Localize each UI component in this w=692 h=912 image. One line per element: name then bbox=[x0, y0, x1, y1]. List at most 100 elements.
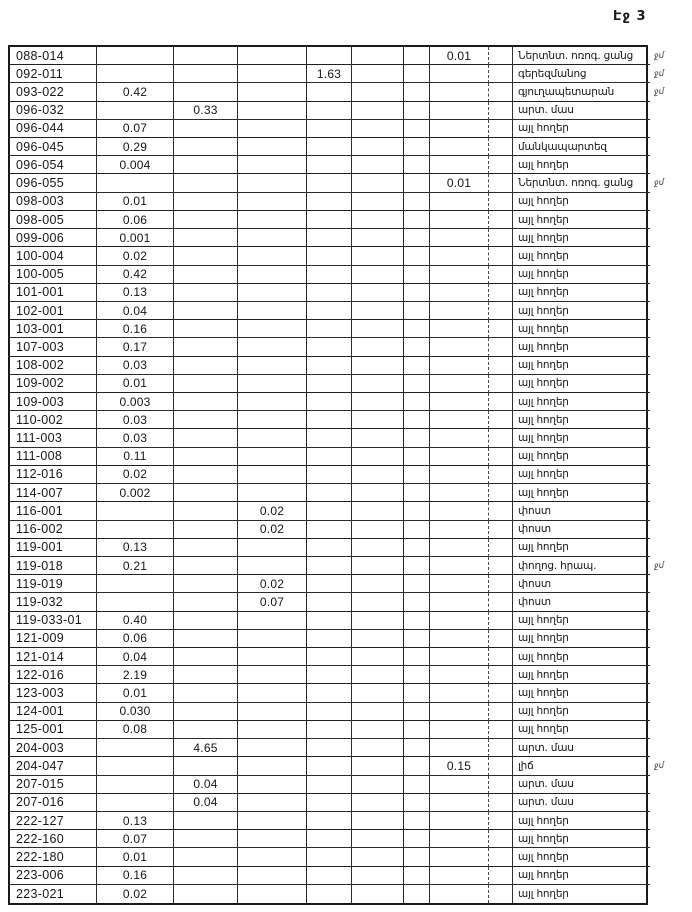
value-cell bbox=[174, 720, 238, 740]
value-cell bbox=[174, 648, 238, 667]
value-cell bbox=[489, 502, 513, 521]
value-cell bbox=[489, 374, 513, 394]
value-cell bbox=[489, 775, 513, 794]
value-cell bbox=[404, 575, 430, 594]
land-use-label-cell: այլ հողեր bbox=[513, 648, 650, 667]
value-cell bbox=[404, 47, 430, 66]
parcel-code-cell: 096-032 bbox=[10, 101, 97, 120]
value-cell bbox=[352, 848, 404, 867]
value-cell bbox=[489, 684, 513, 703]
value-cell: 0.11 bbox=[97, 447, 174, 466]
value-cell bbox=[430, 629, 489, 649]
parcel-code-cell: 223-006 bbox=[10, 866, 97, 885]
value-cell bbox=[489, 593, 513, 612]
value-cell bbox=[489, 739, 513, 758]
value-cell bbox=[238, 393, 307, 412]
value-cell bbox=[404, 174, 430, 193]
value-cell bbox=[352, 338, 404, 357]
land-use-label-cell: գյուղապետարան bbox=[513, 83, 650, 102]
value-cell bbox=[97, 575, 174, 594]
value-cell bbox=[238, 884, 307, 903]
value-cell bbox=[307, 210, 352, 230]
value-cell: 0.04 bbox=[97, 648, 174, 667]
value-cell bbox=[174, 575, 238, 594]
value-cell bbox=[489, 757, 513, 776]
value-cell bbox=[307, 465, 352, 485]
value-cell bbox=[174, 411, 238, 430]
value-cell bbox=[430, 793, 489, 812]
value-cell bbox=[352, 101, 404, 120]
value-cell bbox=[489, 411, 513, 430]
value-cell bbox=[174, 320, 238, 339]
value-cell bbox=[352, 429, 404, 448]
value-cell bbox=[430, 575, 489, 594]
value-cell bbox=[238, 848, 307, 867]
value-cell bbox=[430, 538, 489, 557]
parcel-code-cell: 111-008 bbox=[10, 447, 97, 466]
land-use-label-cell: այլ հողեր bbox=[513, 211, 650, 230]
parcel-code-cell: 119-018 bbox=[10, 556, 97, 576]
value-cell bbox=[404, 356, 430, 375]
parcel-code-cell: 096-045 bbox=[10, 138, 97, 157]
value-cell bbox=[307, 556, 352, 576]
parcel-code-cell: 088-014 bbox=[10, 47, 97, 66]
value-cell bbox=[97, 502, 174, 521]
value-cell bbox=[174, 484, 238, 503]
value-cell: 0.33 bbox=[174, 101, 238, 120]
parcel-code-cell: 114-007 bbox=[10, 484, 97, 503]
value-cell bbox=[238, 374, 307, 394]
value-cell bbox=[174, 283, 238, 302]
value-cell bbox=[352, 83, 404, 102]
value-cell bbox=[489, 174, 513, 193]
value-cell bbox=[430, 684, 489, 703]
land-use-label-cell: այլ հողեր bbox=[513, 338, 650, 357]
value-cell bbox=[174, 629, 238, 649]
value-cell bbox=[489, 465, 513, 485]
parcel-code-cell: 222-180 bbox=[10, 848, 97, 867]
land-use-label-cell: փոստ bbox=[513, 575, 650, 594]
margin-note: ջմ bbox=[653, 68, 665, 80]
value-cell bbox=[352, 629, 404, 649]
value-cell bbox=[489, 666, 513, 685]
value-cell bbox=[352, 793, 404, 812]
value-cell bbox=[307, 356, 352, 375]
value-cell bbox=[352, 393, 404, 412]
value-cell bbox=[430, 338, 489, 357]
value-cell: 0.13 bbox=[97, 811, 174, 831]
parcel-code-cell: 096-054 bbox=[10, 156, 97, 175]
value-cell bbox=[404, 502, 430, 521]
value-cell bbox=[404, 484, 430, 503]
value-cell bbox=[430, 156, 489, 175]
value-cell bbox=[174, 265, 238, 284]
value-cell bbox=[430, 775, 489, 794]
value-cell bbox=[489, 575, 513, 594]
value-cell bbox=[430, 320, 489, 339]
value-cell bbox=[430, 210, 489, 230]
value-cell: 0.01 bbox=[430, 174, 489, 193]
land-use-label-cell: այլ հողեր bbox=[513, 612, 650, 630]
value-cell bbox=[307, 538, 352, 557]
value-cell bbox=[307, 447, 352, 466]
value-cell bbox=[238, 138, 307, 157]
land-use-label-cell: այլ հողեր bbox=[513, 539, 650, 557]
value-cell bbox=[404, 757, 430, 776]
value-cell: 0.40 bbox=[97, 611, 174, 630]
value-cell: 0.21 bbox=[97, 556, 174, 576]
value-cell bbox=[174, 301, 238, 321]
land-use-label-cell: այլ հողեր bbox=[513, 393, 650, 412]
value-cell bbox=[489, 192, 513, 211]
parcel-code-cell: 107-003 bbox=[10, 338, 97, 357]
value-cell bbox=[352, 556, 404, 576]
land-use-label-cell: այլ հողեր bbox=[518, 887, 569, 900]
parcel-code-cell: 121-009 bbox=[10, 629, 97, 649]
value-cell bbox=[238, 538, 307, 557]
value-cell bbox=[489, 138, 513, 157]
value-cell bbox=[238, 465, 307, 485]
value-cell bbox=[430, 429, 489, 448]
value-cell bbox=[174, 156, 238, 175]
value-cell bbox=[430, 848, 489, 867]
value-cell bbox=[238, 629, 307, 649]
value-cell bbox=[430, 866, 489, 885]
value-cell bbox=[307, 884, 352, 903]
parcel-code-cell: 207-016 bbox=[10, 793, 97, 812]
